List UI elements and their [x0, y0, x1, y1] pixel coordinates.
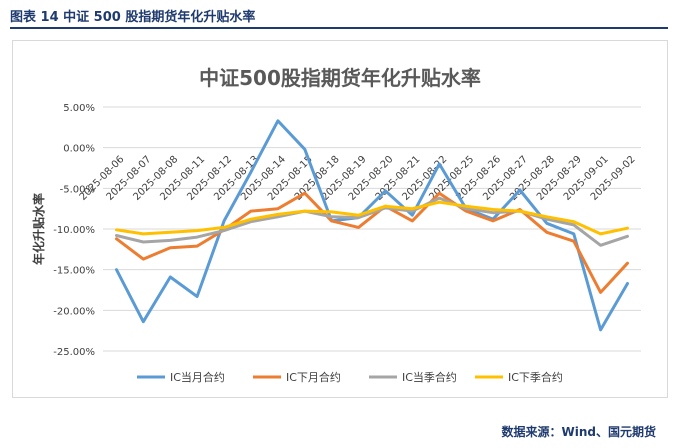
line-chart: 中证500股指期货年化升贴水率 年化升贴水率 5.00% 0.00% -5.00% -…: [31, 66, 641, 384]
caption-rule: [10, 27, 668, 29]
legend-label: IC当月合约: [170, 370, 225, 384]
data-source: 数据来源：Wind、国元期货: [501, 425, 656, 439]
y-tick-label: 0.00%: [63, 144, 95, 155]
series-line-2: [115, 191, 629, 294]
y-tick-label: -5.00%: [60, 184, 95, 195]
y-tick-label: -25.00%: [53, 347, 95, 358]
legend-item: IC当月合约: [137, 370, 225, 384]
series-line-3: [115, 196, 629, 247]
series-line-1: [115, 119, 629, 332]
legend-item: IC下季合约: [475, 370, 563, 384]
legend: IC当月合约 IC下月合约 IC当季合约 IC下季合约: [137, 370, 563, 384]
legend-item: IC当季合约: [369, 370, 457, 384]
legend-label: IC下月合约: [286, 370, 341, 384]
legend-label: IC下季合约: [508, 370, 563, 384]
y-tick-label: -15.00%: [53, 266, 95, 277]
y-tick-label: 5.00%: [63, 103, 95, 114]
y-axis-ticks: 5.00% 0.00% -5.00% -10.00% -15.00% -20.00% -25…: [53, 103, 95, 358]
figure-caption: 图表 14 中证 500 股指期货年化升贴水率: [10, 10, 256, 25]
chart-title: 中证500股指期货年化升贴水率: [199, 66, 481, 90]
series-line-4: [115, 200, 629, 236]
x-axis-ticks: 2025-08-062025-08-072025-08-082025-08-11…: [78, 154, 638, 203]
y-tick-label: -20.00%: [53, 306, 95, 317]
series-lines: [115, 119, 629, 332]
y-tick-label: -10.00%: [53, 225, 95, 236]
y-axis-label: 年化升贴水率: [31, 193, 46, 265]
chart-frame: 中证500股指期货年化升贴水率 年化升贴水率 5.00% 0.00% -5.00% -…: [12, 40, 668, 398]
legend-label: IC当季合约: [402, 370, 457, 384]
gridlines: [103, 106, 641, 352]
legend-item: IC下月合约: [253, 370, 341, 384]
